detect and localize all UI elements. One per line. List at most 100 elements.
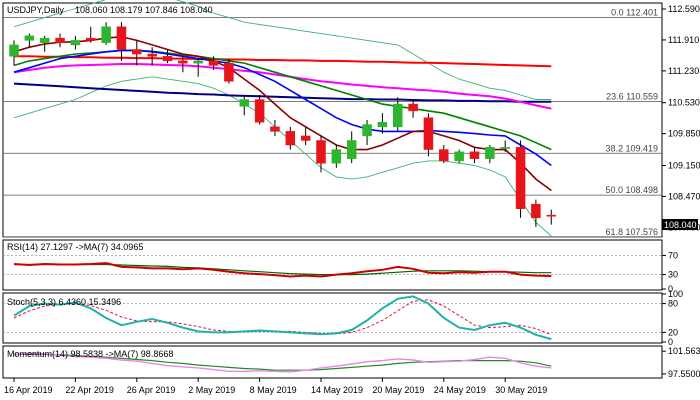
x-tick-label: 16 Apr 2019 — [4, 385, 53, 395]
navy-ma-line — [13, 82, 552, 103]
stoch-axis-tick-label: 100 — [668, 289, 683, 299]
fib-level-label: 61.8 107.576 — [605, 227, 658, 237]
stoch-label: Stoch(5,3,3) 6.4360 15.3496 — [7, 297, 121, 307]
last-price-label: 108.040 — [664, 220, 697, 230]
x-tick-label: 24 May 2019 — [434, 385, 486, 395]
bullish-candle — [239, 99, 249, 107]
moving-averages — [13, 35, 552, 192]
price-axis-tick-label: 111.230 — [668, 66, 699, 76]
x-tick-label: 26 Apr 2019 — [127, 385, 176, 395]
bearish-candle — [116, 26, 127, 50]
bullish-candle — [9, 44, 19, 57]
bollinger-lower-line — [13, 76, 552, 237]
bullish-candle — [362, 124, 372, 137]
bearish-candle — [285, 131, 296, 146]
rsi-ma-line — [14, 263, 552, 276]
momentum-panel-frame — [2, 345, 663, 379]
momentum-label: Momentum(14) 98.5838 ->MA(7) 98.8668 — [7, 349, 173, 359]
bearish-candle — [408, 103, 418, 112]
x-axis: 16 Apr 2019 22 Apr 2019 26 Apr 2019 2 May 2… — [4, 378, 547, 395]
bollinger-upper-line — [13, 0, 552, 100]
momentum-axis-tick-label: 101.5632 — [668, 346, 700, 356]
rsi-lines — [3, 255, 662, 278]
bearish-candle — [423, 117, 434, 150]
fib-level-label: 50.0 108.498 — [605, 185, 658, 195]
stoch-k-line — [13, 295, 552, 341]
bullish-candle — [101, 26, 111, 43]
momentum-axis: 101.5632 97.5500 — [662, 346, 700, 379]
bearish-candle — [178, 60, 188, 64]
stoch-lines — [3, 295, 662, 341]
bullish-candle — [193, 60, 203, 64]
price-axis-tick-label: 112.590 — [668, 4, 700, 14]
bearish-candle — [546, 214, 556, 217]
bearish-candle — [86, 37, 96, 41]
price-ohlc: 108.060 108.179 107.846 108.040 — [75, 5, 213, 15]
stoch-panel-frame — [2, 292, 663, 344]
bearish-candle — [270, 126, 280, 132]
bullish-candle — [70, 40, 81, 46]
momentum-panel: 101.5632 97.5500 Momentum(14) 98.5838 ->M… — [2, 345, 700, 379]
last-price-box — [662, 219, 698, 230]
magenta-ma-line — [13, 63, 552, 110]
bullish-candle — [331, 149, 342, 164]
bollinger-bands — [13, 0, 552, 237]
stoch-d-line — [13, 299, 552, 336]
momentum-line — [13, 352, 552, 373]
x-tick-label: 14 May 2019 — [311, 385, 363, 395]
price-panel: 0.0 112.401 23.6 110.559 38.2 109.419 50.0 … — [2, 0, 700, 238]
stoch-axis-tick-label: 0 — [668, 337, 673, 347]
blue-ma-line — [13, 49, 552, 167]
bearish-candle — [300, 135, 311, 141]
bullish-candle — [24, 35, 35, 41]
bullish-candle — [454, 151, 464, 162]
rsi-axis-tick-label: 0 — [668, 284, 673, 294]
rsi-line — [13, 262, 552, 278]
x-tick-label: 8 May 2019 — [250, 385, 297, 395]
bearish-candle — [439, 149, 449, 162]
bearish-candle — [147, 53, 157, 57]
rsi-axis-tick-label: 30 — [668, 270, 678, 280]
rsi-panel-frame — [2, 239, 663, 291]
rsi-panel: 70 30 0 RSI(14) 27.1297 ->MA(7) 34.0965 — [2, 239, 678, 294]
bearish-candle — [531, 203, 541, 219]
bearish-candle — [469, 151, 480, 159]
fib-level-label: 0.0 112.401 — [611, 8, 658, 18]
fib-level-label: 23.6 110.559 — [606, 91, 658, 101]
bullish-candle — [346, 140, 357, 159]
bearish-candle — [208, 60, 219, 66]
bullish-candle — [485, 147, 495, 159]
bullish-candle — [500, 147, 510, 149]
red-ma-line — [14, 55, 552, 68]
bearish-candle — [515, 147, 526, 209]
x-tick-label: 20 May 2019 — [372, 385, 424, 395]
bearish-candle — [162, 56, 173, 62]
x-tick-label: 30 May 2019 — [495, 385, 547, 395]
candles — [9, 22, 556, 227]
bearish-candle — [316, 140, 326, 164]
bearish-candle — [132, 49, 142, 55]
x-tick-label: 2 May 2019 — [188, 385, 235, 395]
price-axis-tick-label: 109.150 — [668, 160, 700, 170]
fib-level-label: 38.2 109.419 — [605, 143, 658, 153]
stoch-axis-tick-label: 80 — [668, 299, 678, 309]
price-axis-tick-label: 108.470 — [668, 191, 700, 201]
bullish-candle — [393, 103, 403, 128]
bullish-candle — [377, 122, 388, 128]
rsi-axis: 70 30 0 — [662, 250, 678, 294]
price-axis-tick-label: 110.530 — [668, 98, 700, 108]
bearish-candle — [224, 62, 234, 82]
rsi-label: RSI(14) 27.1297 ->MA(7) 34.0965 — [7, 242, 143, 252]
rsi-axis-tick-label: 70 — [668, 250, 678, 260]
bearish-candle — [55, 37, 65, 43]
bearish-candle — [254, 99, 265, 123]
price-title: USDJPY,Daily — [7, 5, 64, 15]
x-tick-label: 22 Apr 2019 — [65, 385, 114, 395]
stoch-axis-tick-label: 20 — [668, 327, 678, 337]
bullish-candle — [39, 37, 50, 43]
price-axis-tick-label: 109.850 — [668, 129, 700, 139]
